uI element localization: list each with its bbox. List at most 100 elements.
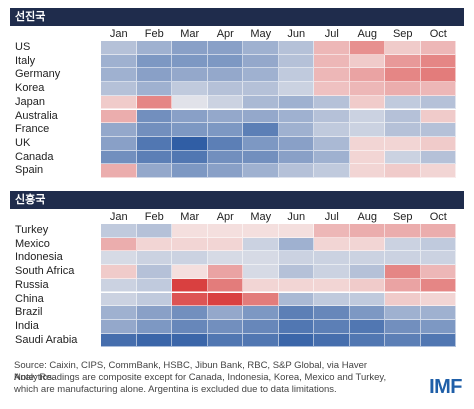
heatmap-cell bbox=[420, 306, 456, 320]
heatmap-cell bbox=[243, 292, 279, 307]
country-label: Turkey bbox=[15, 224, 49, 236]
heatmap-cell bbox=[314, 292, 350, 307]
heatmap-cell bbox=[243, 54, 279, 69]
heatmap-cell bbox=[136, 136, 172, 151]
heatmap-cell bbox=[172, 123, 208, 137]
heatmap-cell bbox=[314, 123, 350, 137]
heatmap-cell bbox=[278, 150, 314, 165]
panel-title-advanced: 선진국 bbox=[10, 8, 464, 26]
heatmap-cell bbox=[278, 237, 314, 252]
heatmap-cell bbox=[243, 237, 279, 252]
heatmap-cell bbox=[385, 251, 421, 266]
heatmap-cell bbox=[314, 224, 350, 238]
heatmap-row: Spain bbox=[0, 164, 474, 178]
heatmap-cell bbox=[207, 95, 243, 110]
heatmap-cell bbox=[101, 123, 137, 137]
heatmap-cell bbox=[207, 54, 243, 69]
heatmap-cell bbox=[278, 333, 314, 348]
month-axis-emerging: Jan Feb Mar Apr May Jun Jul Aug Sep Oct bbox=[0, 210, 474, 224]
heatmap-cell bbox=[314, 319, 350, 334]
heatmap-cell bbox=[243, 41, 279, 55]
heatmap-cell bbox=[207, 224, 243, 238]
heatmap-cell bbox=[172, 95, 208, 110]
heatmap-cell bbox=[207, 265, 243, 279]
heatmap-cell bbox=[101, 150, 137, 165]
heatmap-row: Canada bbox=[0, 150, 474, 165]
heatmap-cell bbox=[349, 150, 385, 165]
heatmap-cell bbox=[101, 292, 137, 307]
heatmap-cell bbox=[207, 41, 243, 55]
heatmap-cell bbox=[243, 150, 279, 165]
heatmap-cell bbox=[136, 95, 172, 110]
heatmap-cell bbox=[136, 333, 172, 348]
heatmap-cell bbox=[385, 237, 421, 252]
heatmap-cell bbox=[101, 319, 137, 334]
heatmap-row: Russia bbox=[0, 278, 474, 293]
heatmap-cell bbox=[207, 136, 243, 151]
heatmap-cell bbox=[314, 95, 350, 110]
heatmap-cell bbox=[349, 82, 385, 96]
heatmap-cell bbox=[243, 164, 279, 178]
heatmap-cell bbox=[207, 251, 243, 266]
heatmap-row: Brazil bbox=[0, 306, 474, 320]
heatmap-cell bbox=[172, 265, 208, 279]
country-label: Germany bbox=[15, 68, 61, 81]
heatmap-cell bbox=[420, 278, 456, 293]
heatmap-cell bbox=[136, 237, 172, 252]
heatmap-row: China bbox=[0, 292, 474, 307]
heatmap-row: Germany bbox=[0, 68, 474, 83]
heatmap-cell bbox=[136, 150, 172, 165]
note-text: Note: Readings are composite except for … bbox=[14, 372, 387, 395]
month-label: Aug bbox=[357, 28, 378, 40]
heatmap-cell bbox=[172, 136, 208, 151]
country-label: Russia bbox=[15, 278, 49, 291]
country-label: Brazil bbox=[15, 306, 43, 319]
month-label: Mar bbox=[180, 28, 200, 40]
heatmap-cell bbox=[172, 54, 208, 69]
heatmap-cell bbox=[420, 82, 456, 96]
heatmap-cell bbox=[172, 109, 208, 124]
heatmap-cell bbox=[420, 333, 456, 348]
heatmap-cell bbox=[420, 164, 456, 178]
heatmap-cell bbox=[172, 278, 208, 293]
heatmap-cell bbox=[314, 278, 350, 293]
heatmap-cell bbox=[420, 224, 456, 238]
heatmap-row: Italy bbox=[0, 54, 474, 69]
heatmap-cell bbox=[349, 292, 385, 307]
heatmap-cell bbox=[420, 54, 456, 69]
heatmap-cell bbox=[314, 109, 350, 124]
heatmap-cell bbox=[243, 278, 279, 293]
heatmap-cell bbox=[349, 54, 385, 69]
heatmap-cell bbox=[243, 265, 279, 279]
heatmap-cell bbox=[172, 306, 208, 320]
heatmap-cell bbox=[385, 82, 421, 96]
heatmap-cell bbox=[136, 41, 172, 55]
heatmap-cell bbox=[172, 82, 208, 96]
heatmap-cell bbox=[278, 41, 314, 55]
heatmap-cell bbox=[172, 319, 208, 334]
heatmap-cell bbox=[314, 150, 350, 165]
heatmap-cell bbox=[385, 41, 421, 55]
heatmap-cell bbox=[349, 109, 385, 124]
heatmap-cell bbox=[349, 251, 385, 266]
heatmap-cell bbox=[172, 224, 208, 238]
heatmap-cell bbox=[207, 319, 243, 334]
heatmap-cell bbox=[207, 333, 243, 348]
heatmap-cell bbox=[385, 292, 421, 307]
month-label: Oct bbox=[429, 211, 447, 223]
heatmap-cell bbox=[101, 306, 137, 320]
heatmap-cell bbox=[385, 109, 421, 124]
month-label: Sep bbox=[392, 211, 413, 223]
heatmap-cell bbox=[278, 68, 314, 83]
heatmap-cell bbox=[385, 333, 421, 348]
heatmap-cell bbox=[101, 224, 137, 238]
month-label: Mar bbox=[180, 211, 200, 223]
heatmap-cell bbox=[136, 306, 172, 320]
heatmap-row: India bbox=[0, 319, 474, 334]
heatmap-cell bbox=[420, 68, 456, 83]
heatmap-cell bbox=[420, 136, 456, 151]
country-label: Mexico bbox=[15, 237, 50, 250]
month-label: Apr bbox=[216, 28, 234, 40]
heatmap-cell bbox=[385, 164, 421, 178]
heatmap-cell bbox=[172, 41, 208, 55]
